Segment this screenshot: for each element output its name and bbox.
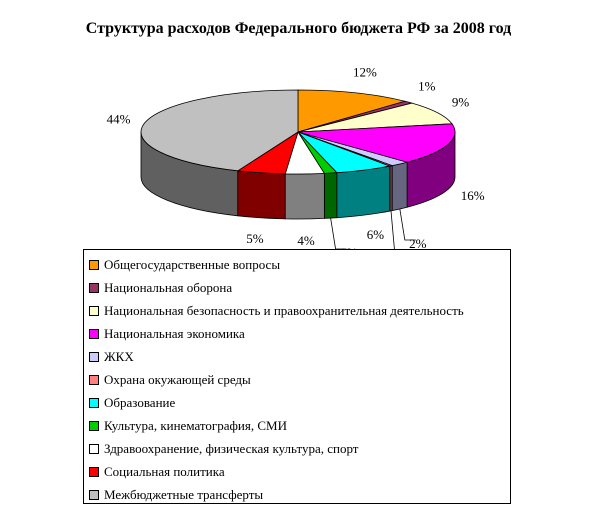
legend-label: Национальная безопасность и правоохранит…: [104, 303, 464, 318]
legend-swatch: [89, 490, 99, 500]
legend-swatch: [89, 375, 99, 385]
data-label-общегосударственные-вопросы: 12%: [353, 64, 377, 79]
legend-swatch: [89, 398, 99, 408]
legend-label: Образование: [104, 395, 176, 410]
slice-национальная-безопасность-и-правоохранительная-деятельность: [297, 102, 453, 133]
legend-label: Общегосударственные вопросы: [104, 257, 281, 272]
legend-swatch: [89, 444, 99, 454]
pie-data-labels: 12%1%9%16%2%0%6%1%4%5%44%: [107, 64, 485, 250]
pie-top-faces: [140, 89, 456, 175]
data-label-национальная-экономика: 16%: [461, 188, 485, 203]
legend-swatch: [89, 260, 99, 270]
legend-item-здравоохранение-физическая-культура-спорт: Здравоохранение, физическая культура, сп…: [89, 439, 358, 459]
legend-swatch: [89, 467, 99, 477]
leader-line: [399, 208, 416, 241]
leader-line: [390, 210, 395, 250]
data-label-здравоохранение-физическая-культура-спорт: 4%: [297, 233, 315, 248]
legend-item-национальная-безопасность-и-правоохранительная-деятельность: Национальная безопасность и правоохранит…: [89, 301, 464, 321]
legend-item-межбюджетные-трансферты: Межбюджетные трансферты: [89, 485, 263, 505]
legend-label: Охрана окужающей среды: [104, 372, 251, 387]
legend-item-жкх: ЖКХ: [89, 347, 134, 367]
legend-label: Культура, кинематография, СМИ: [104, 418, 287, 433]
chart-title: Структура расходов Федерального бюджета …: [85, 20, 512, 37]
legend-item-образование: Образование: [89, 393, 175, 413]
slice-общегосударственные-вопросы: [297, 89, 407, 133]
data-label-национальная-безопасность-и-правоохранительная-деятельность: 9%: [452, 95, 470, 110]
legend-swatch: [89, 352, 99, 362]
legend-label: Социальная политика: [104, 464, 225, 479]
data-label-культура-кинематография-сми: 1%: [340, 245, 358, 250]
legend-swatch: [89, 421, 99, 431]
slice-side-социальная-политика: [237, 170, 286, 220]
legend-label: ЖКХ: [104, 349, 134, 364]
slice-межбюджетные-трансферты: [140, 89, 299, 172]
slice-side-здравоохранение-физическая-культура-спорт: [284, 172, 325, 220]
legend-item-национальная-экономика: Национальная экономика: [89, 324, 245, 344]
data-label-межбюджетные-трансферты: 44%: [107, 111, 131, 126]
legend-label: Здравоохранение, физическая культура, сп…: [104, 441, 359, 456]
legend: Общегосударственные вопросы Национальная …: [83, 249, 511, 504]
legend-swatch: [89, 329, 99, 339]
slice-side-образование: [336, 165, 391, 219]
slice-национальная-экономика: [297, 123, 456, 163]
slice-side-культура-кинематография-сми: [323, 172, 338, 219]
legend-swatch: [89, 306, 99, 316]
legend-swatch: [89, 283, 99, 293]
legend-label: Национальная оборона: [104, 280, 233, 295]
legend-item-общегосударственные-вопросы: Общегосударственные вопросы: [89, 255, 280, 275]
legend-item-культура-кинематография-сми: Культура, кинематография, СМИ: [89, 416, 287, 436]
data-label-социальная-политика: 5%: [246, 231, 264, 246]
data-label-жкх: 2%: [409, 236, 427, 250]
slice-side-жкх: [391, 161, 408, 212]
legend-label: Межбюджетные трансферты: [104, 487, 264, 502]
data-label-национальная-оборона: 1%: [418, 79, 436, 94]
data-label-образование: 6%: [367, 227, 385, 242]
legend-item-охрана-окужающей-среды: Охрана окужающей среды: [89, 370, 251, 390]
legend-item-социальная-политика: Социальная политика: [89, 462, 225, 482]
legend-item-национальная-оборона: Национальная оборона: [89, 278, 232, 298]
pie-chart: 12%1%9%16%2%0%6%1%4%5%44%: [107, 64, 485, 250]
legend-label: Национальная экономика: [104, 326, 245, 341]
